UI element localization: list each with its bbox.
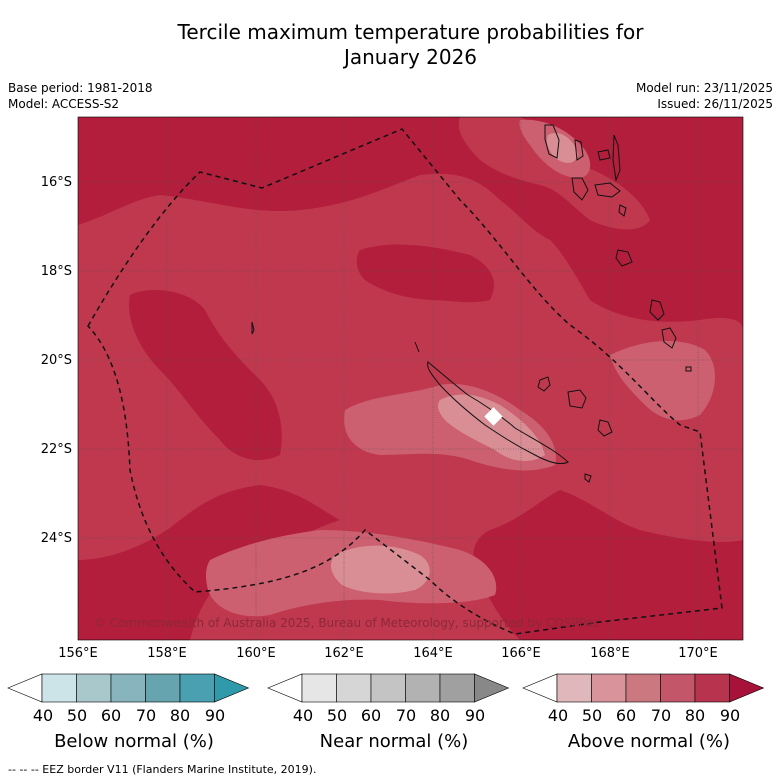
model-run: Model run: 23/11/2025	[635, 81, 773, 95]
lat-label-18: 18°S	[40, 264, 72, 279]
legend-below-low-extend	[7, 673, 43, 703]
lon-label-170: 170°E	[678, 646, 718, 661]
lat-label-20: 20°S	[40, 353, 72, 368]
legend-near-tick-80: 80	[429, 706, 451, 725]
legend-above-tick-50: 50	[581, 706, 603, 725]
new-caledonia-coastline	[427, 361, 569, 465]
lat-label-22: 22°S	[40, 442, 72, 457]
legend-near-low-extend	[267, 673, 303, 703]
legend-below-tick-50: 50	[66, 706, 88, 725]
small-islands	[251, 321, 692, 483]
legend-below-swatch-40	[41, 673, 77, 703]
legend-above-swatch-60	[625, 673, 661, 703]
legend-near-bar	[267, 673, 510, 703]
legend-near-tick-70: 70	[395, 706, 417, 725]
legend-near-title: Near normal (%)	[319, 731, 469, 752]
legend-below-title: Below normal (%)	[54, 731, 214, 752]
legend-near-tick-90: 90	[464, 706, 486, 725]
legend-near-swatch-60	[370, 673, 406, 703]
legend-below-swatch-80	[179, 673, 215, 703]
contour-band-50a	[437, 394, 545, 462]
issued-date: Issued: 26/11/2025	[657, 97, 773, 111]
legend-below-tick-90: 90	[204, 706, 226, 725]
map-frame	[77, 116, 744, 641]
lon-label-160: 160°E	[236, 646, 276, 661]
legend-near-tick-50: 50	[326, 706, 348, 725]
gridlines	[78, 117, 743, 640]
contour-band-60c	[610, 340, 716, 421]
legend-above-low-extend	[522, 673, 558, 703]
legend-above-tick-40: 40	[547, 706, 569, 725]
legend-near-high-extend	[474, 673, 510, 703]
legend-above-swatch-80	[694, 673, 730, 703]
legend-near-tick-40: 40	[292, 706, 314, 725]
contour-band-70b	[458, 117, 650, 230]
contour-80-island-mid	[356, 244, 494, 303]
eez-footer-note: -- -- -- EEZ border V11 (Flanders Marine…	[8, 763, 317, 776]
lon-label-168: 168°E	[590, 646, 630, 661]
copyright-text: © Commonwealth of Australia 2025, Bureau…	[94, 616, 599, 630]
legend-above: 40 50 60 70 80 90 Above normal (%)	[519, 670, 779, 770]
title-line-2: January 2026	[343, 45, 478, 69]
legend-near-swatch-80	[439, 673, 475, 703]
legend-below-swatch-60	[110, 673, 146, 703]
base-period: Base period: 1981-2018	[8, 81, 153, 95]
contour-band-50b	[330, 545, 430, 594]
lon-label-162: 162°E	[324, 646, 364, 661]
legend-below-tick-40: 40	[32, 706, 54, 725]
lon-label-156: 156°E	[58, 646, 98, 661]
title-line-1: Tercile maximum temperature probabilitie…	[177, 20, 644, 44]
lon-label-158: 158°E	[147, 646, 187, 661]
legend-below-high-extend	[214, 673, 250, 703]
legend-below-tick-80: 80	[169, 706, 191, 725]
legend-above-swatch-40	[556, 673, 592, 703]
lat-label-16: 16°S	[40, 175, 72, 190]
legend-above-tick-90: 90	[719, 706, 741, 725]
legend-above-swatch-70	[660, 673, 696, 703]
legend-near-tick-60: 60	[360, 706, 382, 725]
chart-title: Tercile maximum temperature probabilitie…	[0, 20, 781, 70]
legend-above-tick-60: 60	[615, 706, 637, 725]
meta-right: Model run: 23/11/2025 Issued: 26/11/2025	[636, 80, 773, 112]
legend-below: 40 50 60 70 80 90 Below normal (%)	[4, 670, 264, 770]
legend-above-tick-70: 70	[650, 706, 672, 725]
legend-below-tick-70: 70	[135, 706, 157, 725]
legend-below-swatch-70	[145, 673, 181, 703]
legend-above-bar	[522, 673, 765, 703]
legend-below-bar	[7, 673, 250, 703]
legend-near-swatch-40	[301, 673, 337, 703]
lon-label-164: 164°E	[413, 646, 453, 661]
eez-border	[87, 128, 723, 635]
lon-label-166: 166°E	[501, 646, 541, 661]
model-name: Model: ACCESS-S2	[8, 97, 120, 111]
contour-band-50c	[546, 132, 578, 163]
legend-above-tick-80: 80	[684, 706, 706, 725]
legend-near-swatch-70	[405, 673, 441, 703]
legend-near: 40 50 60 70 80 90 Near normal (%)	[264, 670, 524, 770]
meta-left: Base period: 1981-2018 Model: ACCESS-S2	[8, 80, 153, 112]
legend-above-swatch-50	[591, 673, 627, 703]
noumea-marker	[484, 407, 503, 426]
legend-above-title: Above normal (%)	[567, 731, 731, 752]
legend-above-high-extend	[729, 673, 765, 703]
probability-map: © Commonwealth of Australia 2025, Bureau…	[77, 116, 744, 641]
legend-below-tick-60: 60	[100, 706, 122, 725]
legend-near-swatch-50	[336, 673, 372, 703]
loyalty-islands	[537, 376, 613, 437]
legend-below-swatch-50	[76, 673, 112, 703]
vanuatu-islands	[544, 124, 677, 349]
lat-label-24: 24°S	[40, 531, 72, 546]
